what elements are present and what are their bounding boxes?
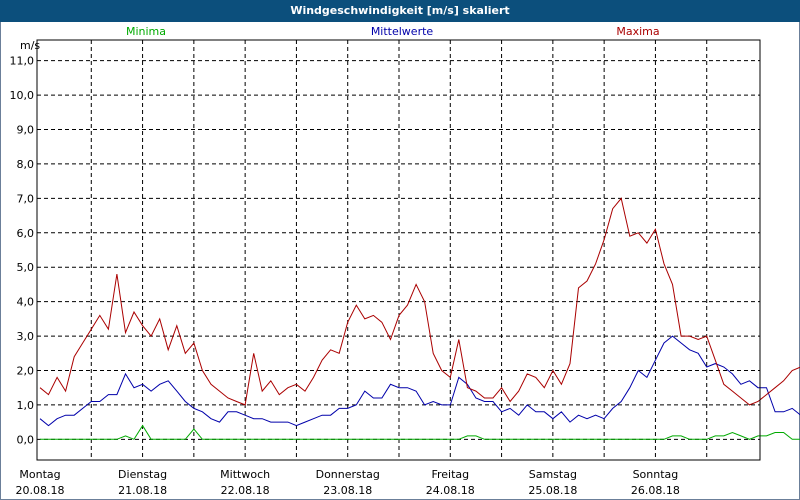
- y-axis-ticks: 0,0 1,0 2,0 3,0 4,0 5,0 6,0 7,0 8,0 9,0 10,0 11,0: [10, 55, 35, 447]
- grid: [37, 40, 760, 460]
- y-tick-label: 9,0: [17, 124, 35, 137]
- legend-minima: Minima: [126, 25, 166, 38]
- series-mittelwerte: [39, 335, 800, 427]
- legend-maxima: Maxima: [616, 25, 659, 38]
- x-label-date: 26.08.18: [631, 484, 680, 497]
- y-tick-label: 10,0: [10, 89, 35, 102]
- series-maxima: [39, 197, 800, 406]
- chart-title: Windgeschwindigkeit [m/s] skaliert: [0, 0, 800, 22]
- legend-mittelwerte: Mittelwerte: [371, 25, 434, 38]
- x-label-day: Donnerstag: [316, 468, 380, 481]
- y-tick-label: 7,0: [17, 192, 35, 205]
- series-minima: [40, 424, 800, 440]
- x-label-date: 24.08.18: [426, 484, 475, 497]
- legend: Minima Mittelwerte Maxima: [126, 25, 660, 38]
- y-tick-label: 6,0: [17, 227, 35, 240]
- y-tick-label: 5,0: [17, 261, 35, 274]
- series-lines: [39, 197, 800, 440]
- x-label-date: 21.08.18: [118, 484, 167, 497]
- x-label-date: 20.08.18: [16, 484, 65, 497]
- x-axis-labels: Montag 20.08.18 Dienstag 21.08.18 Mittwoch 22…: [16, 468, 680, 497]
- x-label-day: Montag: [19, 468, 60, 481]
- x-label-date: 22.08.18: [221, 484, 270, 497]
- y-tick-label: 11,0: [10, 55, 35, 68]
- y-tick-label: 1,0: [17, 399, 35, 412]
- x-label-date: 23.08.18: [323, 484, 372, 497]
- y-tick-label: 0,0: [17, 433, 35, 446]
- y-tick-label: 8,0: [17, 158, 35, 171]
- x-label-day: Samstag: [529, 468, 577, 481]
- y-tick-label: 2,0: [17, 364, 35, 377]
- x-label-day: Freitag: [431, 468, 469, 481]
- y-axis-label: m/s: [20, 39, 40, 52]
- x-label-date: 25.08.18: [528, 484, 577, 497]
- y-tick-label: 4,0: [17, 296, 35, 309]
- x-label-day: Sonntag: [633, 468, 679, 481]
- plot-border: [36, 39, 761, 461]
- x-label-day: Dienstag: [118, 468, 167, 481]
- x-label-day: Mittwoch: [220, 468, 270, 481]
- y-tick-label: 3,0: [17, 330, 35, 343]
